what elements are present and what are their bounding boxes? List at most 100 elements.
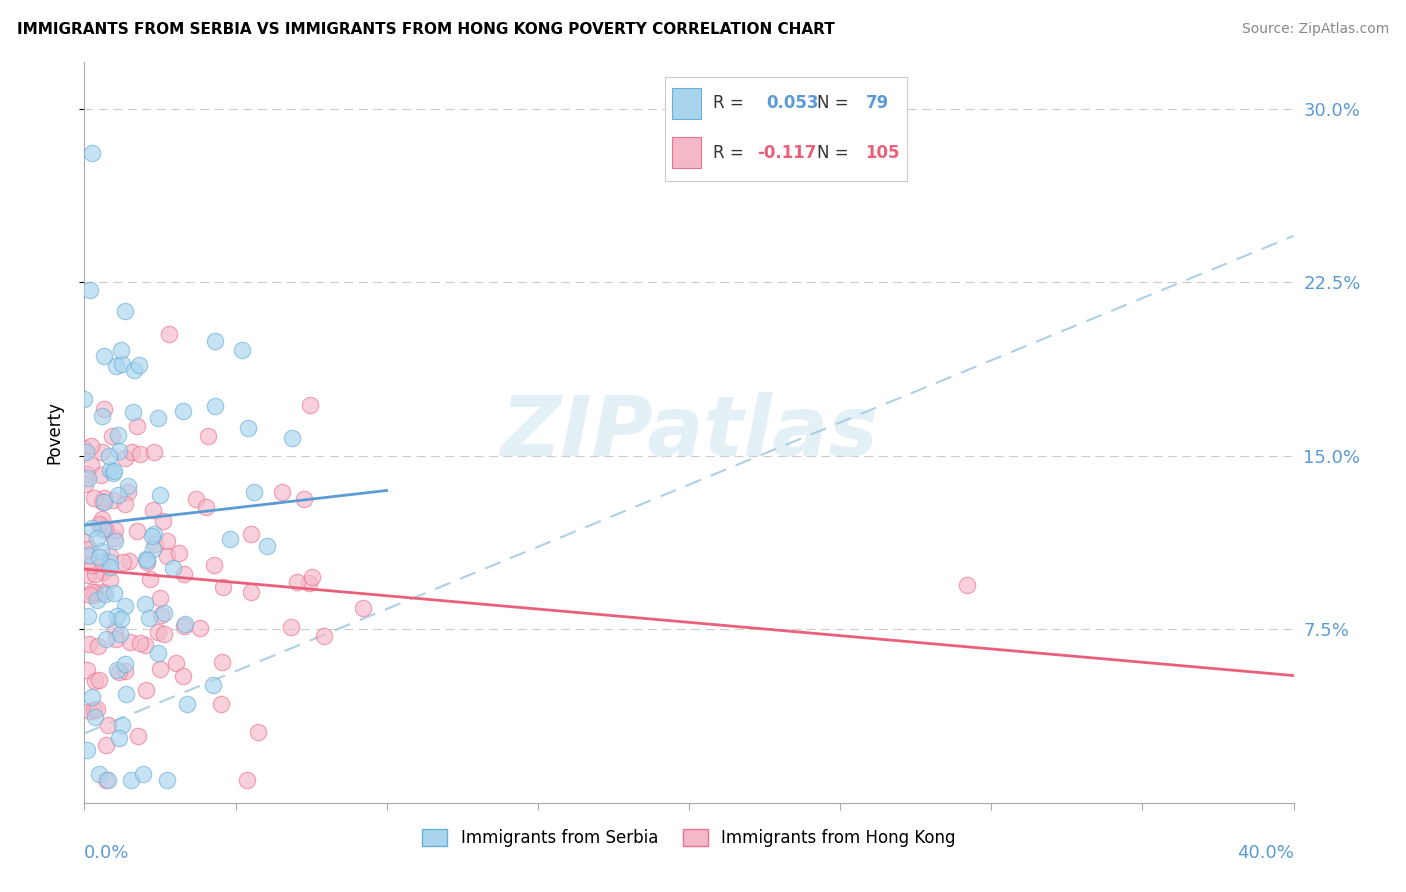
Point — [145, 537, 167, 551]
Point — [83, 491, 105, 506]
Point — [139, 572, 162, 586]
Point — [127, 730, 149, 744]
Point — [101, 493, 124, 508]
Point — [128, 636, 150, 650]
Point — [83, 588, 105, 602]
Point — [124, 362, 146, 376]
Point — [134, 597, 156, 611]
Point — [91, 522, 114, 536]
Point — [104, 359, 127, 373]
Point — [100, 574, 122, 588]
Point — [239, 585, 262, 599]
Point — [312, 629, 335, 643]
Point — [111, 357, 134, 371]
Point — [202, 558, 225, 572]
Point — [127, 419, 149, 434]
Point — [87, 673, 110, 688]
Point — [105, 664, 128, 678]
Point — [98, 449, 121, 463]
Point — [188, 621, 211, 635]
Text: ZIPatlas: ZIPatlas — [501, 392, 877, 473]
Point — [84, 710, 107, 724]
Point — [80, 690, 103, 705]
Point — [107, 444, 129, 458]
Point — [94, 772, 117, 787]
Point — [156, 549, 179, 564]
Point — [108, 627, 131, 641]
Point — [115, 687, 138, 701]
Point — [135, 552, 157, 566]
Point — [173, 567, 195, 582]
Text: 40.0%: 40.0% — [1237, 844, 1294, 862]
Point — [125, 524, 148, 539]
Point — [104, 533, 127, 548]
Point — [104, 624, 127, 638]
Point — [110, 612, 132, 626]
Point — [117, 484, 139, 499]
Point — [143, 445, 166, 459]
Point — [80, 558, 103, 573]
Point — [91, 409, 114, 423]
Point — [93, 349, 115, 363]
Point — [956, 578, 979, 592]
Point — [134, 638, 156, 652]
Point — [87, 766, 110, 780]
Point — [77, 637, 100, 651]
Point — [103, 523, 125, 537]
Point — [107, 488, 129, 502]
Point — [80, 585, 103, 599]
Point — [184, 492, 207, 507]
Point — [91, 495, 114, 509]
Point — [103, 464, 125, 478]
Point — [240, 526, 263, 541]
Point — [98, 549, 121, 564]
Point — [120, 635, 142, 649]
Point — [281, 431, 304, 445]
Point — [73, 477, 96, 491]
Point — [79, 704, 101, 718]
Point — [91, 445, 114, 459]
Legend: Immigrants from Serbia, Immigrants from Hong Kong: Immigrants from Serbia, Immigrants from … — [416, 822, 962, 854]
Point — [87, 639, 110, 653]
Point — [91, 494, 114, 508]
Point — [108, 731, 131, 745]
Point — [114, 664, 136, 678]
Point — [111, 718, 134, 732]
Point — [91, 565, 114, 579]
Point — [77, 608, 100, 623]
Point — [82, 521, 104, 535]
Point — [256, 539, 278, 553]
Point — [211, 655, 233, 669]
Point — [150, 608, 173, 623]
Point — [129, 447, 152, 461]
Point — [91, 555, 114, 569]
Point — [110, 343, 132, 357]
Point — [83, 703, 105, 717]
Point — [285, 575, 308, 590]
Point — [142, 503, 165, 517]
Point — [105, 608, 128, 623]
Point — [219, 533, 242, 547]
Point — [204, 334, 226, 348]
Point — [97, 718, 120, 732]
Point — [75, 445, 97, 459]
Point — [77, 549, 100, 563]
Point — [94, 587, 117, 601]
Point — [105, 632, 128, 646]
Point — [204, 399, 226, 413]
Point — [90, 518, 112, 533]
Point — [101, 428, 124, 442]
Point — [77, 471, 100, 485]
Point — [90, 544, 112, 558]
Point — [76, 467, 98, 481]
Point — [114, 599, 136, 613]
Point — [156, 533, 179, 548]
Point — [121, 444, 143, 458]
Point — [138, 610, 160, 624]
Point — [77, 548, 100, 562]
Point — [76, 743, 98, 757]
Point — [93, 495, 115, 509]
Point — [236, 772, 259, 787]
Point — [149, 488, 172, 502]
Point — [76, 663, 98, 677]
